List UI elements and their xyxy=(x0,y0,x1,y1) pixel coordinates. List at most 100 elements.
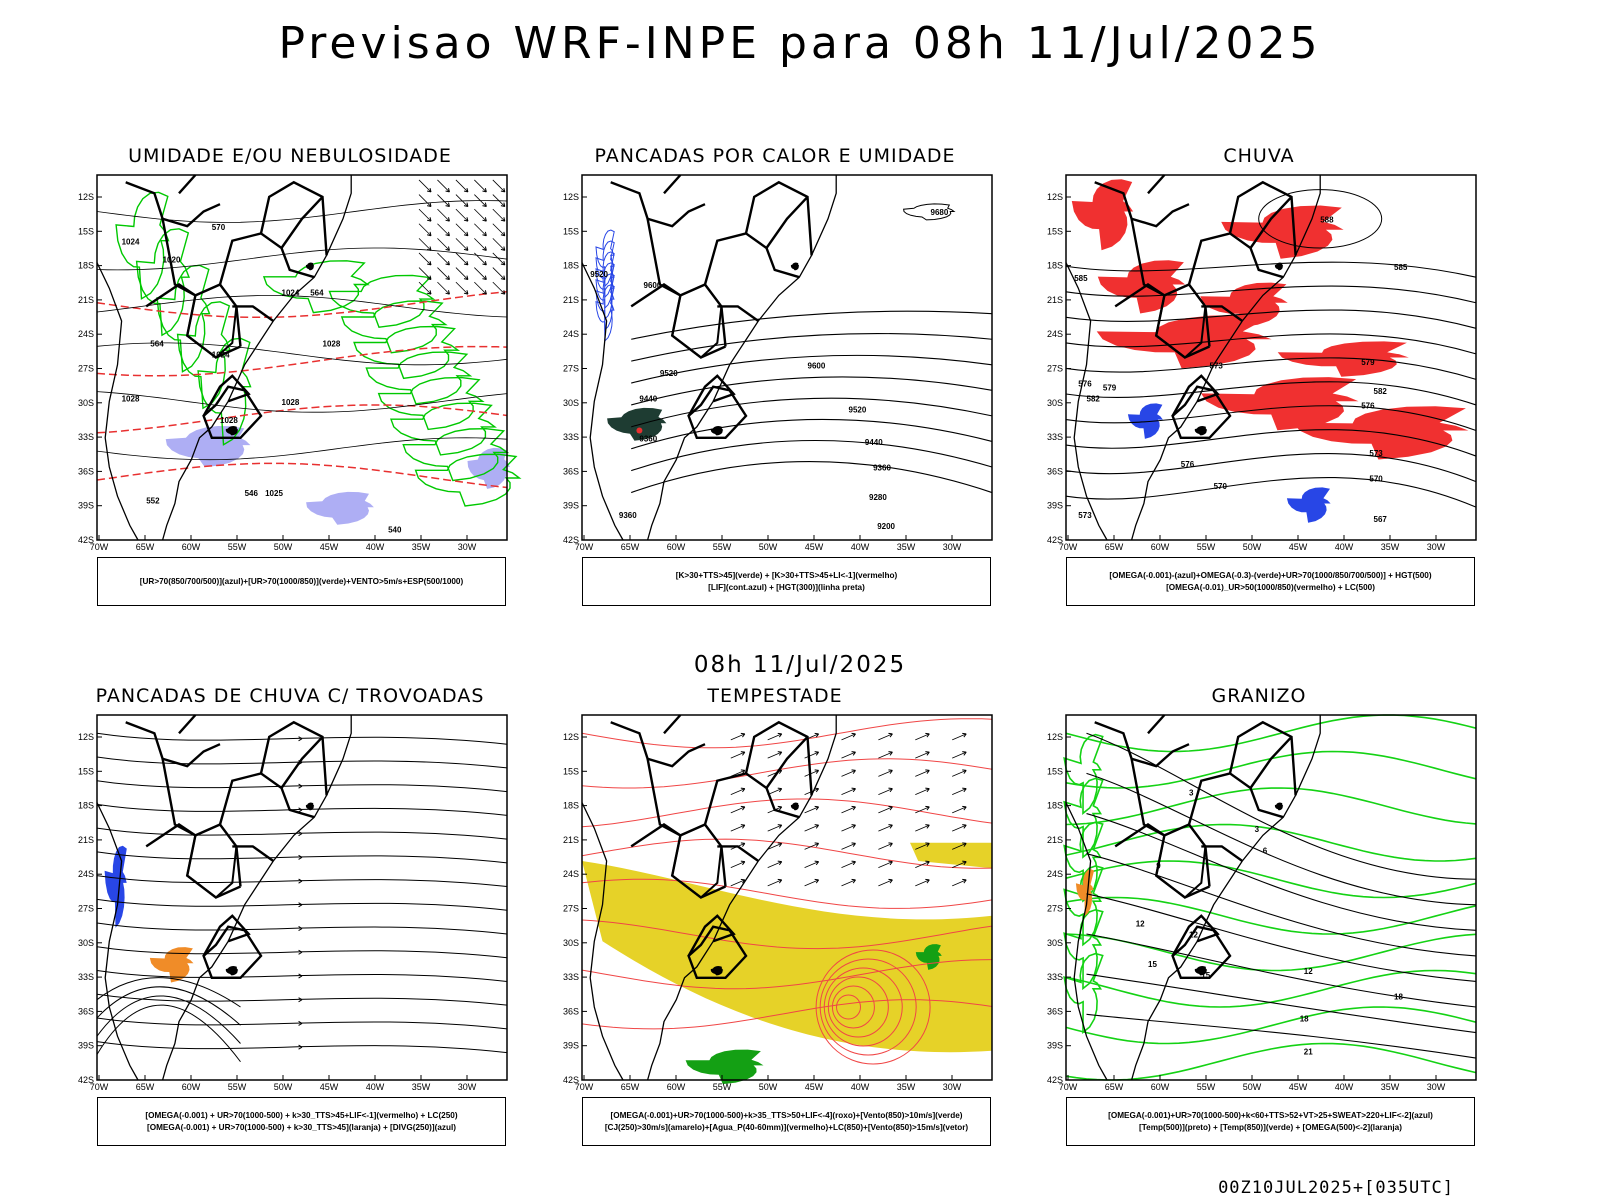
lat-tick-label: 12S xyxy=(1047,732,1063,742)
wind-vector xyxy=(474,194,487,207)
legend-line-1: [UR>70(850/700/500)](azul)+[UR>70(1000/8… xyxy=(139,576,464,586)
streamlines xyxy=(96,732,508,1063)
wind-vector xyxy=(915,824,930,832)
lat-tick-label: 30S xyxy=(78,398,94,408)
wind-arrow-head xyxy=(814,824,820,829)
lat-tick-label: 12S xyxy=(78,192,94,202)
temp500-contour xyxy=(1086,853,1477,957)
contour-label: 540 xyxy=(388,526,402,535)
wind-vector xyxy=(767,843,782,850)
lif-contour xyxy=(595,251,615,310)
lat-tick-label: 21S xyxy=(78,835,94,845)
lat-tick-label: 42S xyxy=(1047,535,1063,545)
contour-label: 9520 xyxy=(590,270,608,279)
wind-arrow-head xyxy=(500,202,506,208)
wind-vector xyxy=(730,733,745,741)
wind-vector xyxy=(804,843,819,850)
wind-vector xyxy=(492,208,506,222)
lon-tick-label: 30W xyxy=(458,542,477,552)
contour-label: 1028 xyxy=(122,394,140,403)
lon-tick-label: 45W xyxy=(805,542,824,552)
thunder-orange-area xyxy=(149,947,194,983)
lon-tick-label: 70W xyxy=(575,542,594,552)
wind-arrow-head xyxy=(814,878,820,884)
streamline-red xyxy=(815,949,931,1065)
wind-arrow-head xyxy=(740,878,746,884)
li-negative-area xyxy=(636,427,643,434)
contour-label: 9360 xyxy=(873,464,891,473)
country-border xyxy=(717,845,759,862)
wind-arrow-head xyxy=(740,824,746,829)
lat-tick-label: 30S xyxy=(78,938,94,948)
lat-tick-label: 30S xyxy=(563,398,579,408)
wind-vector xyxy=(841,861,856,869)
wind-arrow-head xyxy=(445,290,450,295)
lat-tick-label: 21S xyxy=(563,295,579,305)
lon-tick-label: 60W xyxy=(182,1082,201,1092)
plot-background xyxy=(97,175,507,540)
wind-arrow-head xyxy=(482,231,487,237)
panel-legend: [OMEGA(-0.001)-(azul)+OMEGA(-0.3)-(verde… xyxy=(1066,557,1475,606)
wind-arrow-head xyxy=(888,751,893,756)
wind-arrow-head xyxy=(851,769,856,774)
lat-tick-label: 21S xyxy=(78,295,94,305)
wind-vector xyxy=(915,843,930,850)
humidity-shade xyxy=(165,426,251,467)
contour-label: 9360 xyxy=(639,434,657,443)
wind-vector xyxy=(437,194,450,207)
wind-vector xyxy=(767,733,782,741)
lon-tick-label: 45W xyxy=(320,542,339,552)
wind-vector xyxy=(767,751,782,759)
wind-arrow-head xyxy=(925,751,930,756)
hgt300-contour xyxy=(631,460,993,494)
legend-line-1: [OMEGA(-0.001)-(azul)+OMEGA(-0.3)-(verde… xyxy=(1109,570,1432,580)
country-border xyxy=(663,174,682,195)
green-contour xyxy=(328,274,436,328)
wind-arrow-head xyxy=(962,787,967,793)
wind-vector xyxy=(730,806,745,814)
plot-frame xyxy=(581,714,993,1081)
hgt300-contour xyxy=(631,310,993,340)
country-border xyxy=(1249,736,1293,789)
pressure-isobar xyxy=(96,247,508,271)
lon-tick-label: 65W xyxy=(1105,1082,1124,1092)
wind-arrow-head xyxy=(888,732,893,738)
green-contour xyxy=(402,427,510,482)
lon-tick-label: 65W xyxy=(1105,542,1124,552)
panel-granizo: GRANIZO 12S 15S 18S 21S 24S 27S 30S 33S 36S 39S 42… xyxy=(1019,685,1499,1185)
contour-label: 546 xyxy=(245,489,259,498)
wind-vector xyxy=(878,843,893,850)
contour-label: 9680 xyxy=(931,208,949,217)
lat-tick-label: 42S xyxy=(78,535,94,545)
lat-tick-label: 12S xyxy=(563,732,579,742)
wind-arrow-head xyxy=(962,732,967,738)
contour-label: 18 xyxy=(1394,993,1403,1002)
wind-vector xyxy=(730,751,745,759)
west-coastline xyxy=(1065,262,1108,541)
contour-label: 1028 xyxy=(323,340,341,349)
hgt500-contour xyxy=(1065,429,1477,457)
contour-label: 6 xyxy=(1263,847,1268,856)
wind-arrow-head xyxy=(851,824,856,829)
country-border xyxy=(1187,232,1284,285)
wind-arrow-head xyxy=(888,805,893,811)
streamline-arrow xyxy=(298,973,303,979)
wind-arrow-head xyxy=(463,217,469,222)
lon-tick-label: 45W xyxy=(1289,1082,1308,1092)
contour-label: 9440 xyxy=(865,438,883,447)
legend-line-1: [OMEGA(-0.001) + UR>70(1000-500) + k>30_… xyxy=(145,1110,458,1120)
wind-vector xyxy=(492,194,506,207)
jet-yellow-area xyxy=(582,861,992,1053)
wind-vector xyxy=(952,806,967,814)
country-border xyxy=(1249,196,1293,249)
wind-arrow-head xyxy=(445,202,450,208)
contour-label: 573 xyxy=(1210,361,1224,370)
wind-vector xyxy=(841,843,856,850)
wind-arrow-head xyxy=(463,187,469,193)
green-contour xyxy=(156,264,211,373)
rain-area xyxy=(1221,205,1344,259)
temp500-contour xyxy=(1086,1013,1477,1059)
legend-line-2: [LIF](cont.azul) + [HGT(300)](linha pret… xyxy=(708,582,865,592)
lat-tick-label: 33S xyxy=(563,432,579,442)
wind-arrow-head xyxy=(814,732,820,738)
